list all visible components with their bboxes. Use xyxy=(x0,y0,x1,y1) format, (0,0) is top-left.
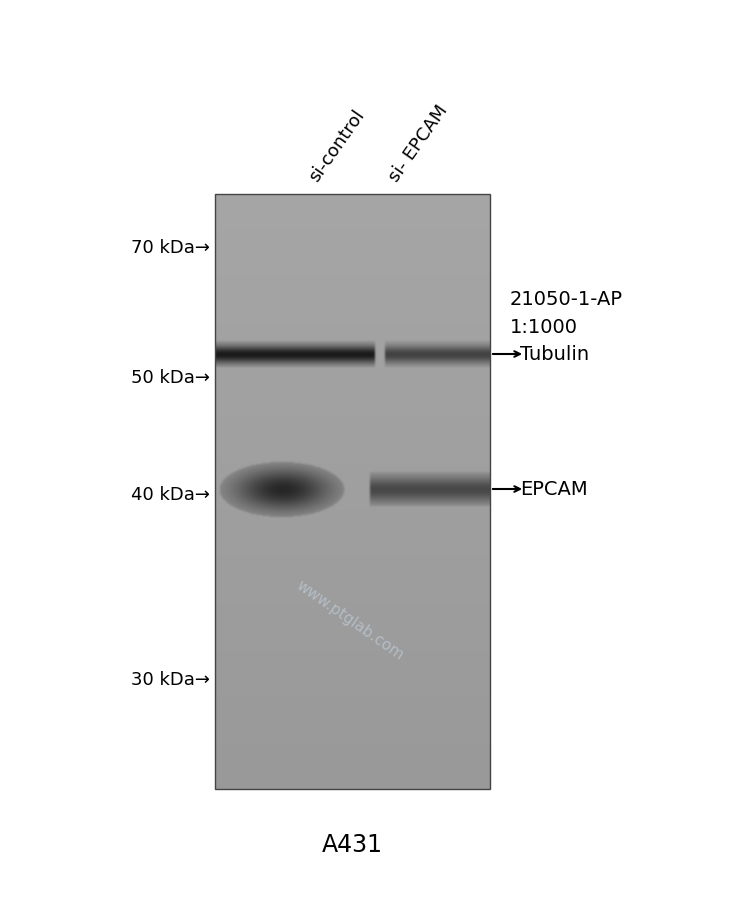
Text: 30 kDa→: 30 kDa→ xyxy=(131,670,210,688)
Text: 70 kDa→: 70 kDa→ xyxy=(131,239,210,257)
Text: EPCAM: EPCAM xyxy=(520,480,587,499)
Text: A431: A431 xyxy=(321,832,382,856)
Text: 40 kDa→: 40 kDa→ xyxy=(131,485,210,503)
Text: www.ptglab.com: www.ptglab.com xyxy=(293,576,406,662)
Text: si-control: si-control xyxy=(305,106,368,185)
Bar xyxy=(215,195,490,789)
Text: si- EPCAM: si- EPCAM xyxy=(385,101,451,185)
Text: 21050-1-AP
1:1000: 21050-1-AP 1:1000 xyxy=(510,290,623,336)
Text: 50 kDa→: 50 kDa→ xyxy=(131,369,210,387)
Text: Tubulin: Tubulin xyxy=(520,345,589,364)
